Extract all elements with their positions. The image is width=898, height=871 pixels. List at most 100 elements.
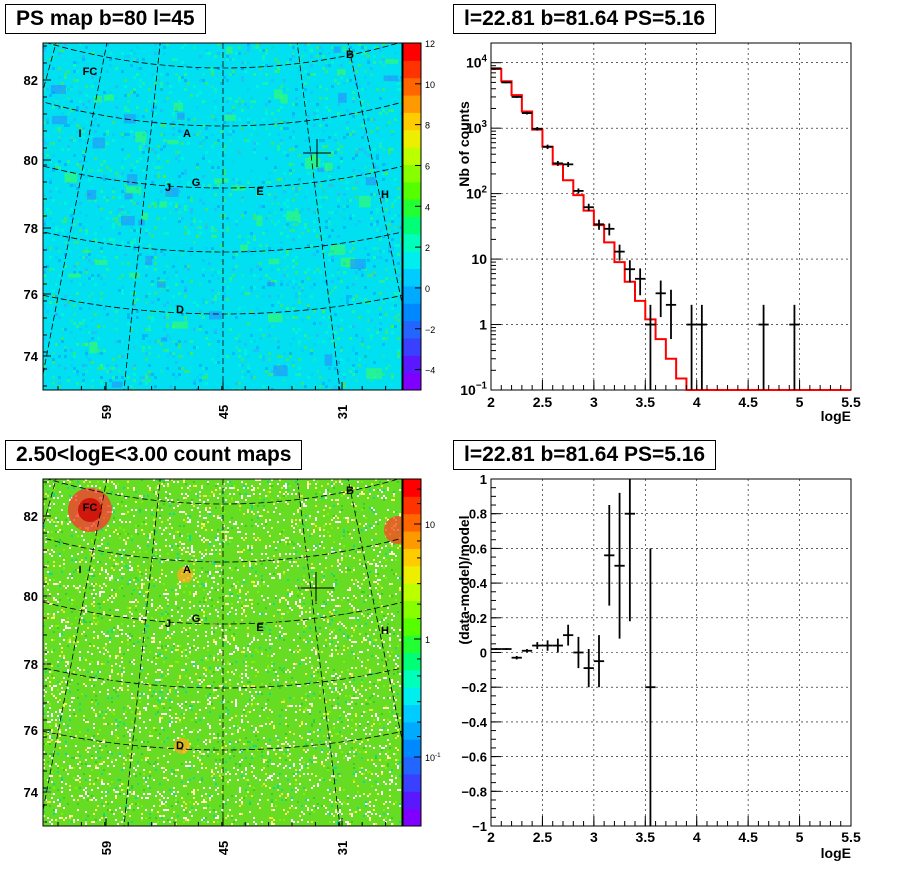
map-pixel [133, 295, 136, 298]
map-pixel [88, 169, 91, 172]
map-pixel [43, 364, 46, 367]
map-pixel [331, 280, 334, 283]
map-pixel [148, 379, 151, 382]
map-pixel [167, 479, 169, 481]
map-pixel [63, 769, 65, 771]
map-pixel [331, 775, 333, 777]
map-pixel [365, 805, 367, 807]
map-pixel [143, 561, 145, 563]
map-pixel [394, 325, 397, 328]
map-pixel [81, 623, 83, 625]
map-pixel [307, 43, 310, 46]
map-pixel [123, 813, 125, 815]
map-pixel [241, 651, 243, 653]
map-pixel [331, 151, 334, 154]
map-pixel [196, 304, 199, 307]
map-pixel [340, 160, 343, 163]
map-pixel [91, 603, 93, 605]
map-pixel [271, 499, 273, 501]
map-pixel [385, 328, 388, 331]
map-pixel [391, 331, 394, 334]
map-pixel [281, 669, 283, 671]
map-pixel [163, 623, 165, 625]
map-pixel [175, 649, 177, 651]
map-pixel [207, 499, 209, 501]
map-pixel [133, 241, 136, 244]
map-pixel [279, 687, 281, 689]
map-pixel [185, 803, 187, 805]
map-pixel [238, 334, 241, 337]
map-pixel [217, 355, 220, 358]
map-pixel [334, 388, 337, 390]
map-pixel [367, 301, 370, 304]
map-pixel [389, 743, 391, 745]
map-pixel [385, 124, 388, 127]
map-pixel [261, 613, 263, 615]
map-pixel [171, 717, 173, 719]
map-pixel [283, 79, 286, 82]
map-pixel [49, 181, 52, 184]
map-pixel [209, 711, 211, 713]
map-pixel [355, 187, 358, 190]
map-pixel [283, 202, 286, 205]
map-pixel [64, 265, 67, 268]
map-pixel [391, 651, 393, 653]
map-pixel [82, 373, 85, 376]
map-pixel [311, 703, 313, 705]
map-pixel [46, 148, 49, 151]
map-pixel [259, 49, 262, 52]
map-pixel [397, 82, 400, 85]
map-pixel [391, 499, 393, 501]
map-pixel [154, 82, 157, 85]
map-pixel [71, 697, 73, 699]
map-pixel [250, 253, 253, 256]
map-pixel [127, 479, 129, 481]
map-pixel [394, 244, 397, 247]
map-pixel [385, 385, 388, 388]
map-pixel [310, 91, 313, 94]
map-pixel [262, 334, 265, 337]
map-pixel [103, 823, 105, 825]
map-pixel [185, 497, 187, 499]
map-pixel [135, 803, 137, 805]
map-pixel [325, 807, 327, 809]
map-blob [317, 167, 324, 172]
map-pixel [71, 479, 73, 481]
map-pixel [292, 238, 295, 241]
map-pixel [129, 775, 131, 777]
map-pixel [143, 783, 145, 785]
map-pixel [71, 611, 73, 613]
map-pixel [279, 783, 281, 785]
map-pixel [141, 813, 143, 815]
map-pixel [100, 250, 103, 253]
map-pixel [49, 142, 52, 145]
map-pixel [317, 681, 319, 683]
map-pixel [325, 196, 328, 199]
map-pixel [190, 217, 193, 220]
map-pixel [311, 773, 313, 775]
map-pixel [247, 124, 250, 127]
map-pixel [175, 64, 178, 67]
map-pixel [147, 637, 149, 639]
map-pixel [79, 545, 81, 547]
map-pixel [175, 591, 177, 593]
latitude-line [46, 43, 400, 69]
map-pixel [199, 609, 201, 611]
map-pixel [221, 505, 223, 507]
map-pixel [141, 693, 143, 695]
map-pixel [43, 46, 46, 49]
map-pixel [85, 821, 87, 823]
map-pixel [389, 801, 391, 803]
map-pixel [69, 817, 71, 819]
map-pixel [71, 737, 73, 739]
map-pixel [69, 705, 71, 707]
map-pixel [133, 753, 135, 755]
map-pixel [129, 743, 131, 745]
map-pixel [215, 667, 217, 669]
map-pixel [379, 561, 381, 563]
map-pixel [273, 727, 275, 729]
map-pixel [106, 364, 109, 367]
map-pixel [76, 187, 79, 190]
map-pixel [189, 677, 191, 679]
